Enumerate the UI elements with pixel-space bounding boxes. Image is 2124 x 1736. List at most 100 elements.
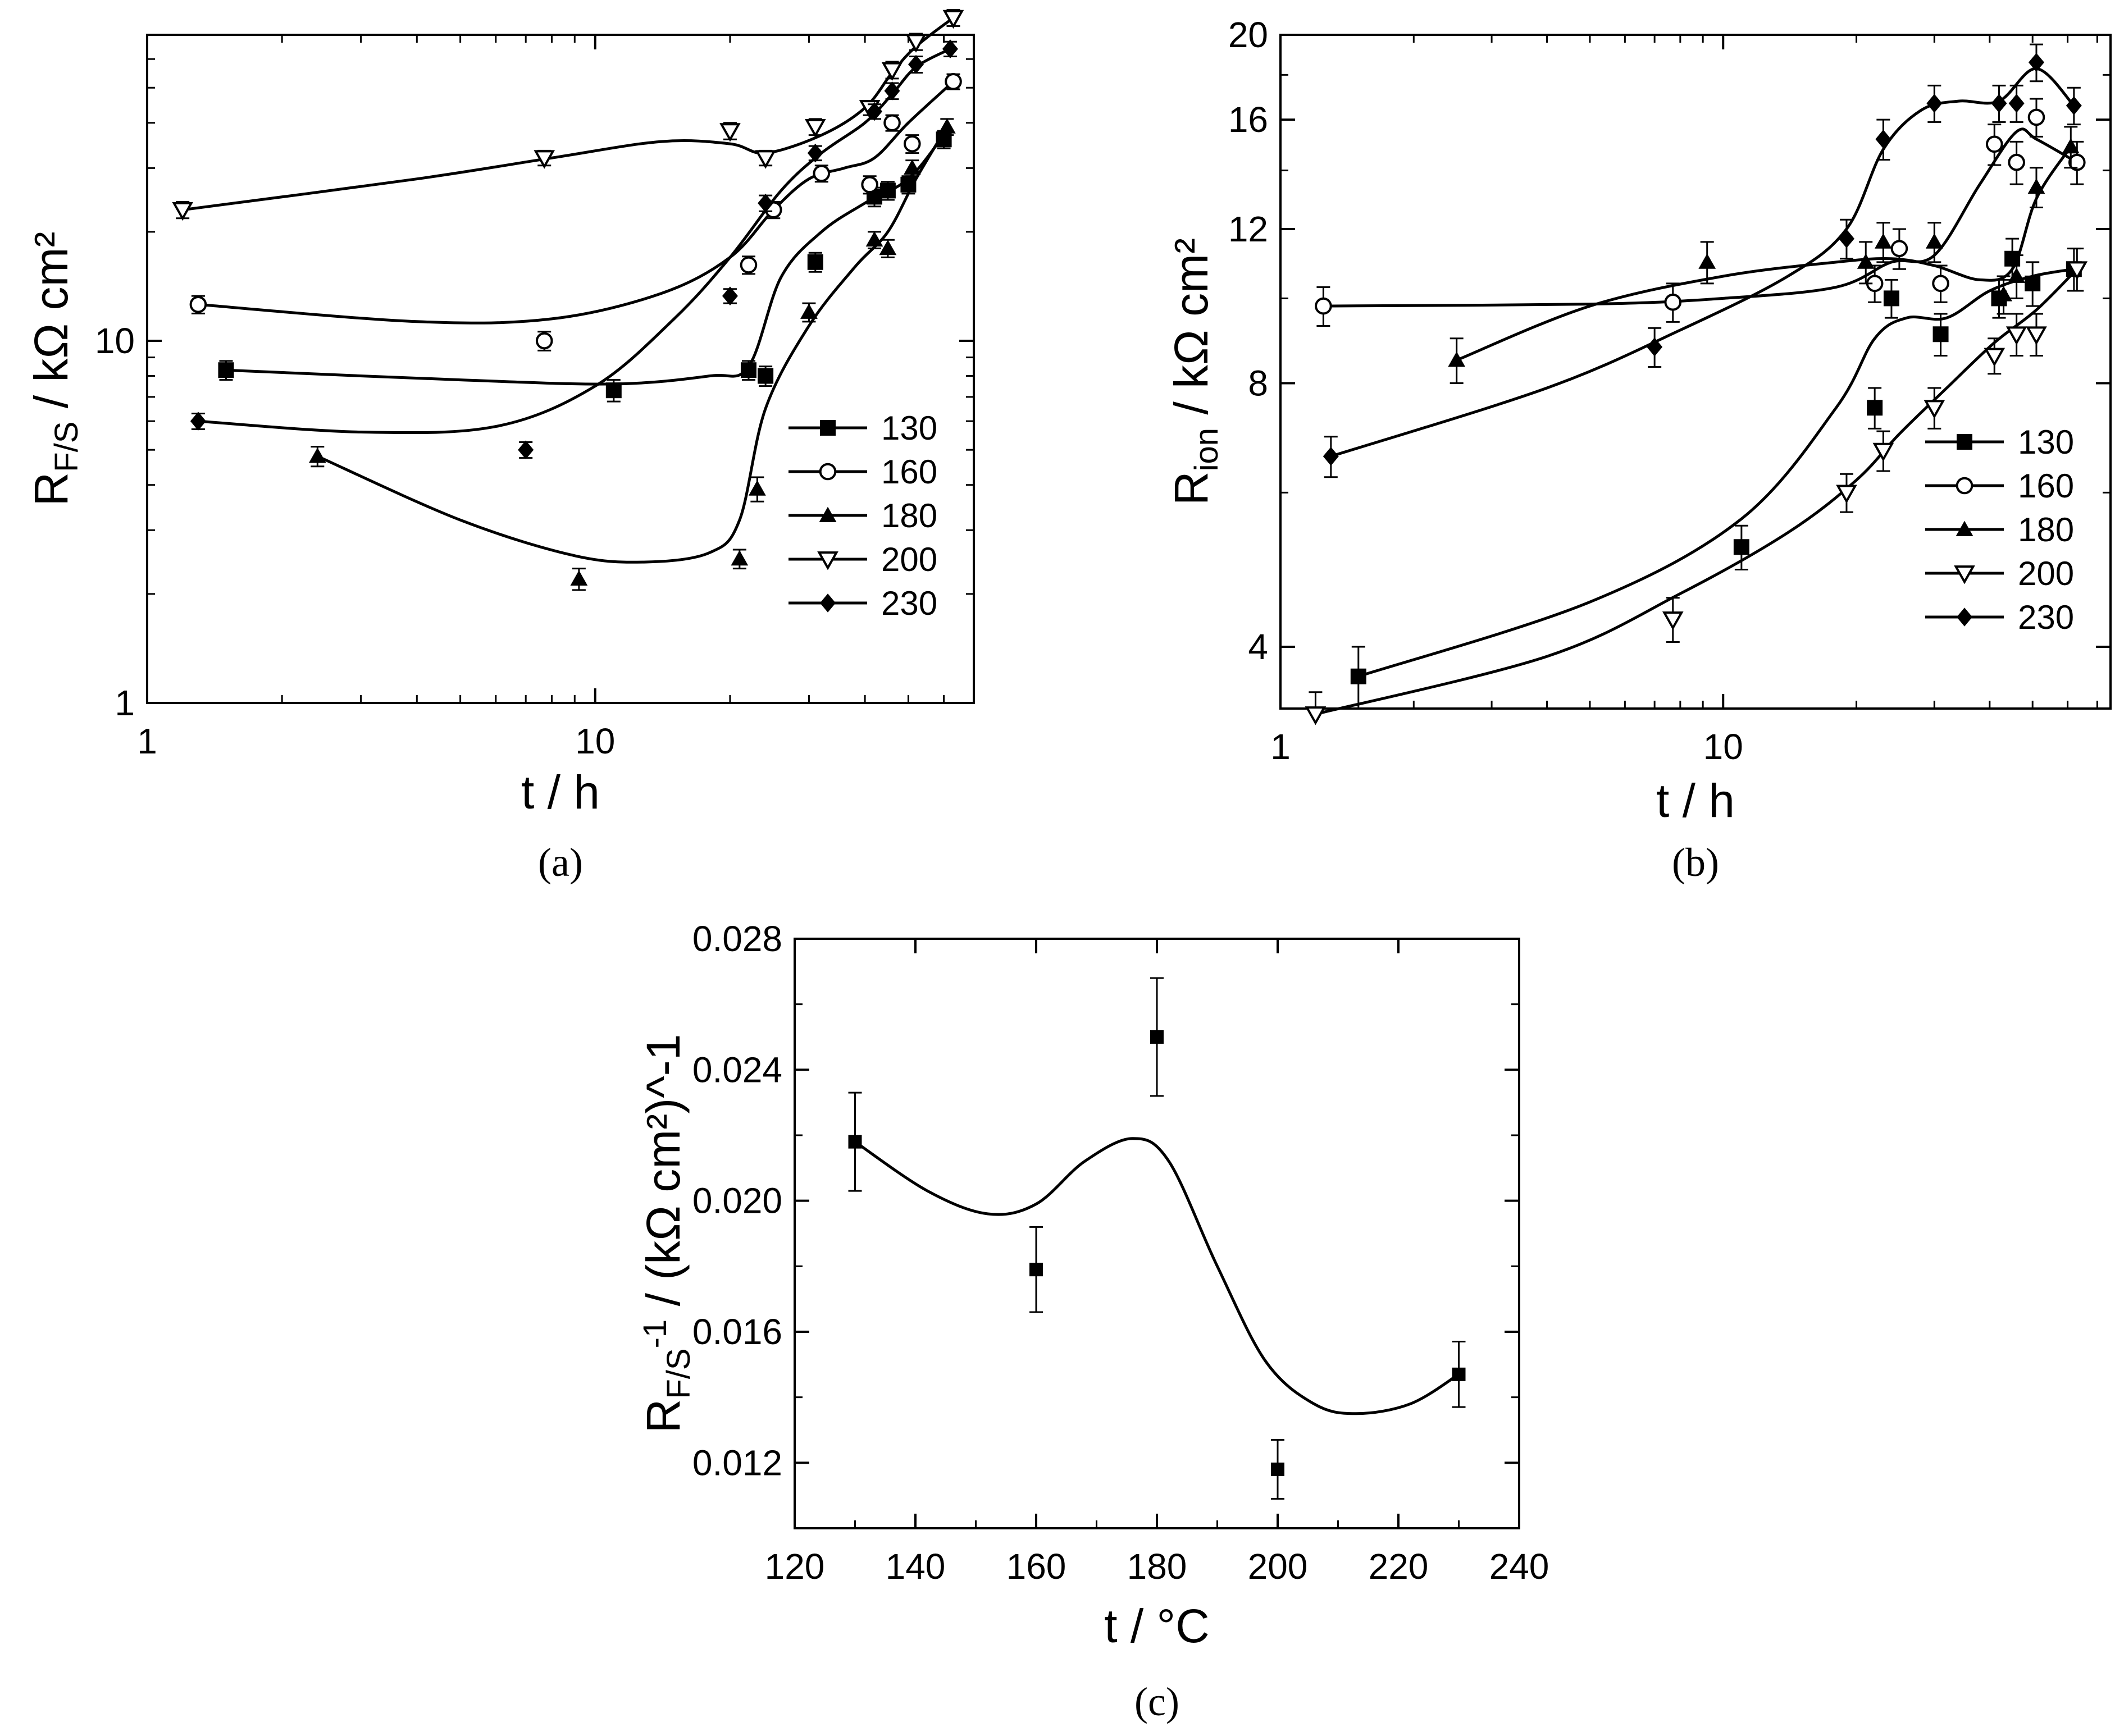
data-point [535,332,553,350]
fit-curve [182,16,955,212]
series-200 [1305,248,2088,725]
data-point [2008,267,2026,283]
data-point [2025,275,2041,291]
data-point [813,165,831,182]
x-tick-label: 240 [1489,1546,1549,1587]
data-point [848,1135,862,1149]
series-data [848,977,1466,1500]
y-tick-label: 4 [1248,627,1268,667]
series-160 [1315,98,2086,327]
x-tick-label: 10 [1703,727,1743,767]
fit-curve [854,1137,1460,1415]
data-point [1150,1030,1164,1044]
data-point [945,72,962,90]
legend-label: 200 [2018,555,2074,592]
legend-marker [1954,565,1975,584]
data-point [605,382,622,399]
x-axis-title: t / h [1656,774,1735,827]
data-point [2068,153,2086,171]
data-point [1985,135,2003,153]
x-tick-label: 220 [1369,1546,1429,1587]
x-axis-title: t / h [521,766,600,819]
series-130 [1350,237,2082,710]
data-point [879,240,897,255]
series-180 [308,118,956,591]
data-point [1271,1463,1284,1476]
series-160 [189,72,962,351]
data-point [308,447,326,463]
data-point [1872,442,1894,462]
data-point [861,176,878,194]
legend-marker [819,506,837,522]
data-point [879,182,896,199]
chart-a: 1 10 1 10 t / h RF/S / kΩ cm² (a) 130 160 180 200 2… [25,9,975,885]
data-point [1664,293,1682,311]
data-point [903,159,921,175]
panel-label: (a) [538,840,583,885]
data-point [758,368,774,384]
data-point [2027,178,2045,194]
data-point [1932,275,1949,293]
x-tick-label: 140 [886,1546,946,1587]
data-point [1926,94,1943,113]
data-point [189,296,207,313]
legend-label: 200 [881,541,937,578]
series-200 [172,9,964,221]
data-point [807,254,823,270]
x-axis-title: t / °C [1104,1600,1210,1652]
series-230 [190,39,958,459]
y-tick-label: 10 [95,321,135,361]
legend-label: 180 [881,497,937,534]
plot-frame [1279,34,2112,710]
data-point [1647,337,1663,357]
data-point [1890,240,1908,257]
y-tick-label: 16 [1228,99,1268,140]
data-point [903,135,921,153]
data-point [1733,539,1749,555]
x-tick-label: 160 [1006,1546,1066,1587]
legend-label: 130 [2018,423,2074,461]
data-point [804,118,826,138]
data-point [2066,261,2088,280]
legend-marker [819,463,837,481]
data-point [867,102,883,121]
fit-curve [198,47,951,435]
data-point [1315,297,1332,315]
legend-label: 130 [881,409,937,447]
series-180 [1448,126,2080,385]
data-point [518,440,534,459]
legend-marker [1957,607,1972,627]
series-230 [1323,43,2082,478]
y-tick-label: 20 [1228,15,1268,55]
legend-marker [1956,477,1973,495]
data-point [1838,229,1854,248]
fit-curve [226,134,945,386]
chart-b: 1 10 4 8 12 16 20 t / h Rion / kΩ cm² (b) 130 160 18… [1165,15,2112,885]
data-point [884,81,900,100]
data-point [908,54,924,74]
data-point [1984,348,2006,367]
data-point [942,10,964,29]
data-point [1836,485,1857,504]
data-point [1029,1263,1043,1277]
y-tick-label: 0.012 [692,1442,782,1483]
y-tick-label: 1 [115,683,135,723]
x-tick-label: 10 [575,721,615,761]
x-tick-label: 120 [765,1546,825,1587]
y-tick-label: 0.020 [692,1181,782,1221]
y-tick-label: 0.024 [692,1049,782,1090]
data-point [1924,400,1945,419]
fit-curve [1456,146,2072,362]
legend-label: 160 [881,453,937,491]
data-point [755,150,776,169]
data-point [731,550,749,566]
chart-c: 120 140 160 180 200 220 240 0.012 0.016 0.020 0.02… [637,919,1549,1724]
data-point [2008,153,2025,171]
data-point [2062,138,2080,154]
data-point [883,114,901,132]
data-point [1995,286,2012,301]
fit-curve [1358,267,2075,678]
legend-label: 230 [881,584,937,622]
legend-marker [1957,434,1972,450]
data-point [938,118,956,134]
